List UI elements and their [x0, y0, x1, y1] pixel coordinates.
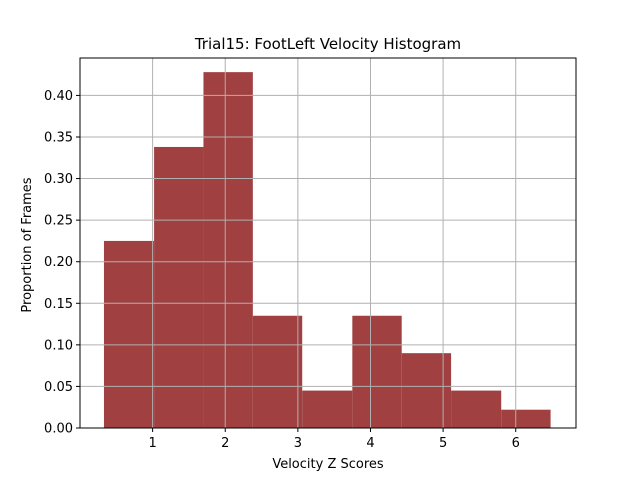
histogram-bar-1 [103, 240, 155, 428]
x-tick-label-1: 1 [148, 436, 156, 451]
histogram-bar-6 [352, 315, 402, 428]
y-axis-ticks: 0.00 0.05 0.10 0.15 0.20 0.25 0.30 0.35 0.40 [44, 89, 80, 437]
y-tick-label-8: 0.35 [44, 130, 73, 145]
y-tick-label-5: 0.20 [44, 255, 73, 270]
y-tick-label-2: 0.05 [44, 380, 73, 395]
bars-group [103, 72, 551, 429]
y-tick-label-1: 0.00 [44, 422, 73, 437]
x-tick-label-5: 5 [439, 436, 447, 451]
x-axis-ticks: 1 2 3 4 5 6 [148, 428, 520, 451]
x-tick-label-6: 6 [512, 436, 520, 451]
y-tick-label-6: 0.25 [44, 214, 73, 229]
histogram-bar-8 [451, 390, 502, 428]
y-tick-label-9: 0.40 [44, 89, 73, 104]
histogram-bar-5 [302, 390, 353, 428]
chart-title: Trial15: FootLeft Velocity Histogram [194, 35, 461, 53]
histogram-bar-4 [252, 315, 303, 428]
histogram-bar-3 [203, 72, 253, 429]
y-tick-label-3: 0.10 [44, 338, 73, 353]
plot-frame [79, 57, 577, 429]
x-axis-label: Velocity Z Scores [272, 457, 384, 472]
x-tick-label-2: 2 [221, 436, 229, 451]
histogram-bar-9 [501, 409, 551, 428]
y-tick-label-4: 0.15 [44, 297, 73, 312]
y-tick-label-7: 0.30 [44, 172, 73, 187]
histogram-bar-2 [154, 146, 204, 428]
y-axis-label: Proportion of Frames [20, 177, 35, 312]
x-tick-label-3: 3 [294, 436, 302, 451]
x-tick-label-4: 4 [366, 436, 374, 451]
histogram-bar-7 [401, 353, 452, 428]
